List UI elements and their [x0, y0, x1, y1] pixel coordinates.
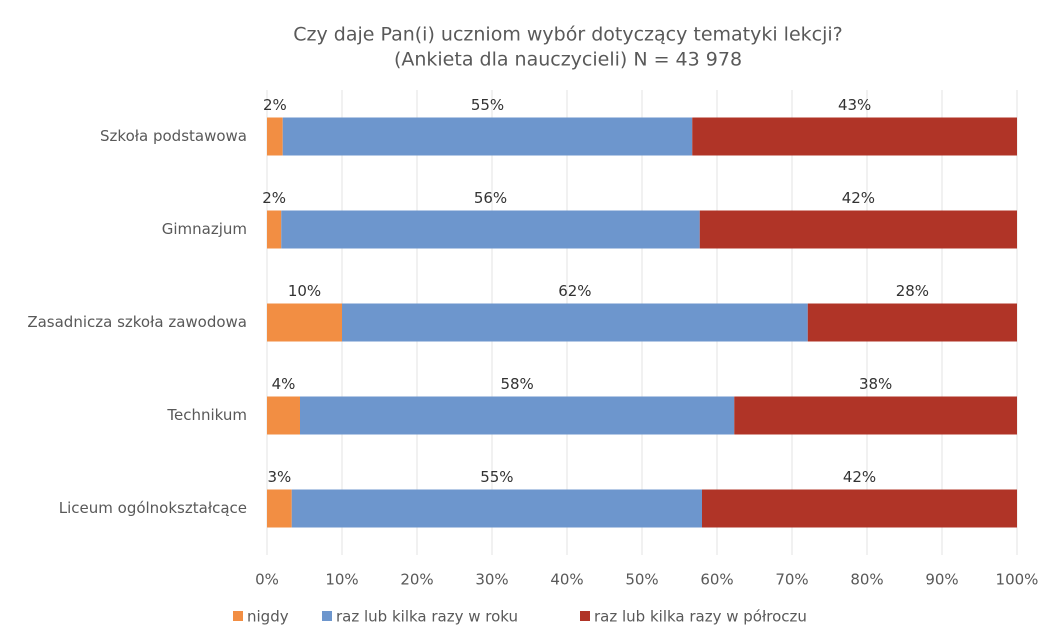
legend-swatch	[233, 611, 243, 621]
value-label: 42%	[842, 189, 875, 207]
bar-segment	[267, 303, 342, 342]
bar-segment	[300, 396, 735, 435]
bar-segment	[281, 210, 700, 249]
bar-segment	[734, 396, 1017, 435]
chart-subtitle: (Ankieta dla nauczycieli) N = 43 978	[394, 49, 742, 71]
bar-segment	[692, 117, 1017, 156]
x-tick-label: 20%	[400, 571, 433, 589]
x-tick-label: 10%	[325, 571, 358, 589]
legend-swatch	[580, 611, 590, 621]
x-tick-label: 50%	[625, 571, 658, 589]
x-tick-label: 80%	[850, 571, 883, 589]
legend-label: raz lub kilka razy w roku	[336, 608, 518, 626]
value-label: 10%	[288, 282, 321, 300]
bar-segment	[267, 489, 292, 528]
value-label: 58%	[500, 375, 533, 393]
legend-swatch	[322, 611, 332, 621]
x-tick-label: 0%	[255, 571, 279, 589]
bar-segment	[267, 396, 300, 435]
x-tick-label: 30%	[475, 571, 508, 589]
value-label: 4%	[272, 375, 296, 393]
x-tick-label: 90%	[925, 571, 958, 589]
y-tick-label: Technikum	[166, 406, 247, 424]
bar-segment	[699, 210, 1017, 249]
y-tick-label: Gimnazjum	[162, 220, 247, 238]
y-tick-label: Liceum ogólnokształcące	[59, 499, 247, 517]
y-tick-label: Szkoła podstawowa	[100, 127, 247, 145]
y-tick-label: Zasadnicza szkoła zawodowa	[27, 313, 247, 331]
value-label: 62%	[558, 282, 591, 300]
bar-segment	[291, 489, 702, 528]
value-label: 42%	[843, 468, 876, 486]
value-label: 43%	[838, 96, 871, 114]
value-label: 28%	[896, 282, 929, 300]
x-tick-label: 100%	[996, 571, 1039, 589]
bar-segment	[702, 489, 1017, 528]
bar-segment	[267, 210, 282, 249]
x-tick-label: 40%	[550, 571, 583, 589]
bar-segment	[282, 117, 693, 156]
value-label: 3%	[267, 468, 291, 486]
legend-label: nigdy	[247, 608, 289, 626]
value-label: 56%	[474, 189, 507, 207]
bar-segment	[342, 303, 808, 342]
legend-label: raz lub kilka razy w półroczu	[594, 608, 807, 626]
value-label: 55%	[480, 468, 513, 486]
x-tick-label: 60%	[700, 571, 733, 589]
value-label: 2%	[263, 96, 287, 114]
value-label: 38%	[859, 375, 892, 393]
bar-segment	[267, 117, 283, 156]
chart-title: Czy daje Pan(i) uczniom wybór dotyczący …	[293, 24, 842, 46]
bar-segment	[807, 303, 1017, 342]
value-label: 55%	[471, 96, 504, 114]
value-label: 2%	[262, 189, 286, 207]
x-tick-label: 70%	[775, 571, 808, 589]
